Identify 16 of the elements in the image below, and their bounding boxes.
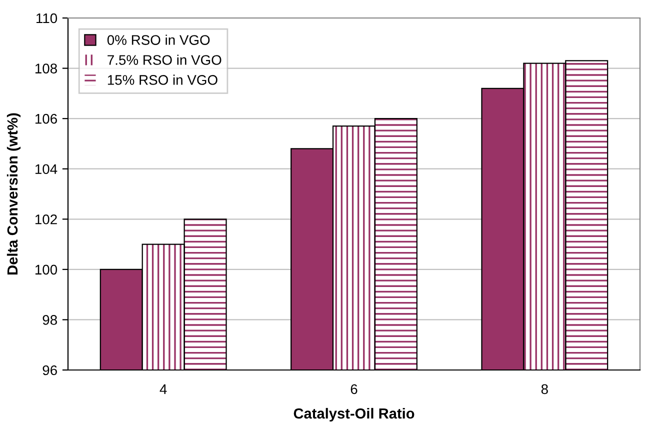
legend-label: 0% RSO in VGO bbox=[107, 34, 210, 45]
y-tick-label: 96 bbox=[42, 365, 57, 376]
legend-label: 15% RSO in VGO bbox=[108, 74, 218, 85]
y-tick-label: 106 bbox=[35, 114, 57, 124]
y-axis-title: Delta Conversion (wt%) bbox=[6, 113, 21, 274]
y-tick-label: 102 bbox=[35, 214, 57, 224]
y-tick-label: 104 bbox=[35, 164, 58, 174]
y-tick-label: 110 bbox=[36, 13, 58, 24]
x-tick-label: 4 bbox=[160, 384, 167, 394]
y-tick-label: 108 bbox=[35, 64, 57, 74]
legend-label: 7.5% RSO in VGO bbox=[108, 54, 222, 65]
x-tick-label: 8 bbox=[541, 384, 548, 394]
y-tick-label: 98 bbox=[42, 315, 57, 325]
x-tick-label: 6 bbox=[350, 384, 358, 394]
x-axis-title: Catalyst-Oil Ratio bbox=[294, 408, 414, 422]
y-tick-label: 100 bbox=[35, 264, 58, 275]
